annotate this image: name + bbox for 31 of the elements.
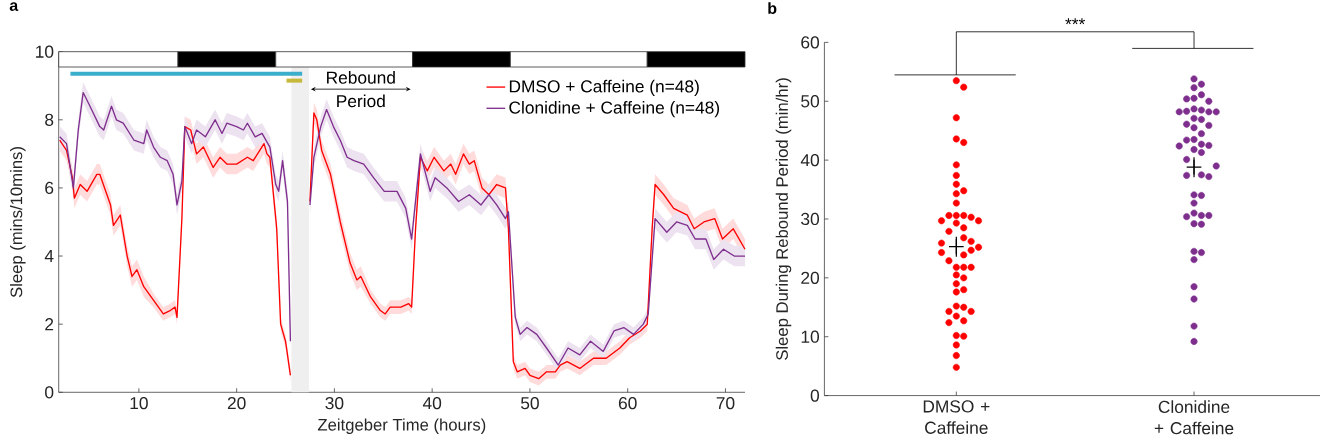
- y-tick-label: 20: [801, 271, 820, 284]
- y-tick-label: 8: [45, 113, 54, 126]
- x-tick-label: Clonidine + Caffeine: [1154, 400, 1234, 435]
- legend-label: Clonidine + Caffeine (n=48): [509, 101, 720, 118]
- x-axis-title: Zeitgeber Time (hours): [317, 418, 486, 434]
- text: ***: [1065, 18, 1086, 25]
- chart-title: b: [768, 2, 777, 15]
- x-tick-label: 60: [618, 396, 637, 410]
- y-tick-label: 4: [44, 250, 54, 263]
- x-tick-label: 70: [716, 396, 735, 410]
- legend-label: DMSO + Caffeine (n=48): [509, 79, 699, 96]
- y-tick-label: 6: [45, 181, 54, 195]
- chart-title: a: [9, 2, 19, 12]
- y-tick-label: 30: [801, 212, 820, 226]
- annotation: Rebound Period: [327, 71, 395, 108]
- y-tick-label: 60: [801, 36, 820, 49]
- x-tick-label: DMSO + Caffeine: [923, 400, 990, 434]
- x-tick-label: 30: [325, 396, 344, 410]
- y-axis-title: Sleep During Rebound Period (min/hr): [775, 78, 792, 360]
- y-axis-title: Sleep (mins/10mins): [10, 147, 26, 298]
- y-tick-label: 10: [801, 330, 820, 343]
- y-tick-label: 0: [45, 386, 54, 399]
- x-tick-label: 50: [520, 396, 539, 410]
- x-tick-label: 20: [227, 396, 246, 410]
- y-tick-label: 40: [800, 153, 820, 167]
- x-tick-label: 40: [422, 396, 442, 410]
- y-tick-label: 0: [810, 389, 820, 402]
- y-tick-label: 2: [45, 318, 54, 331]
- y-tick-label: 50: [801, 95, 820, 108]
- y-tick-label: 10: [36, 45, 54, 58]
- x-tick-label: 10: [130, 396, 148, 410]
